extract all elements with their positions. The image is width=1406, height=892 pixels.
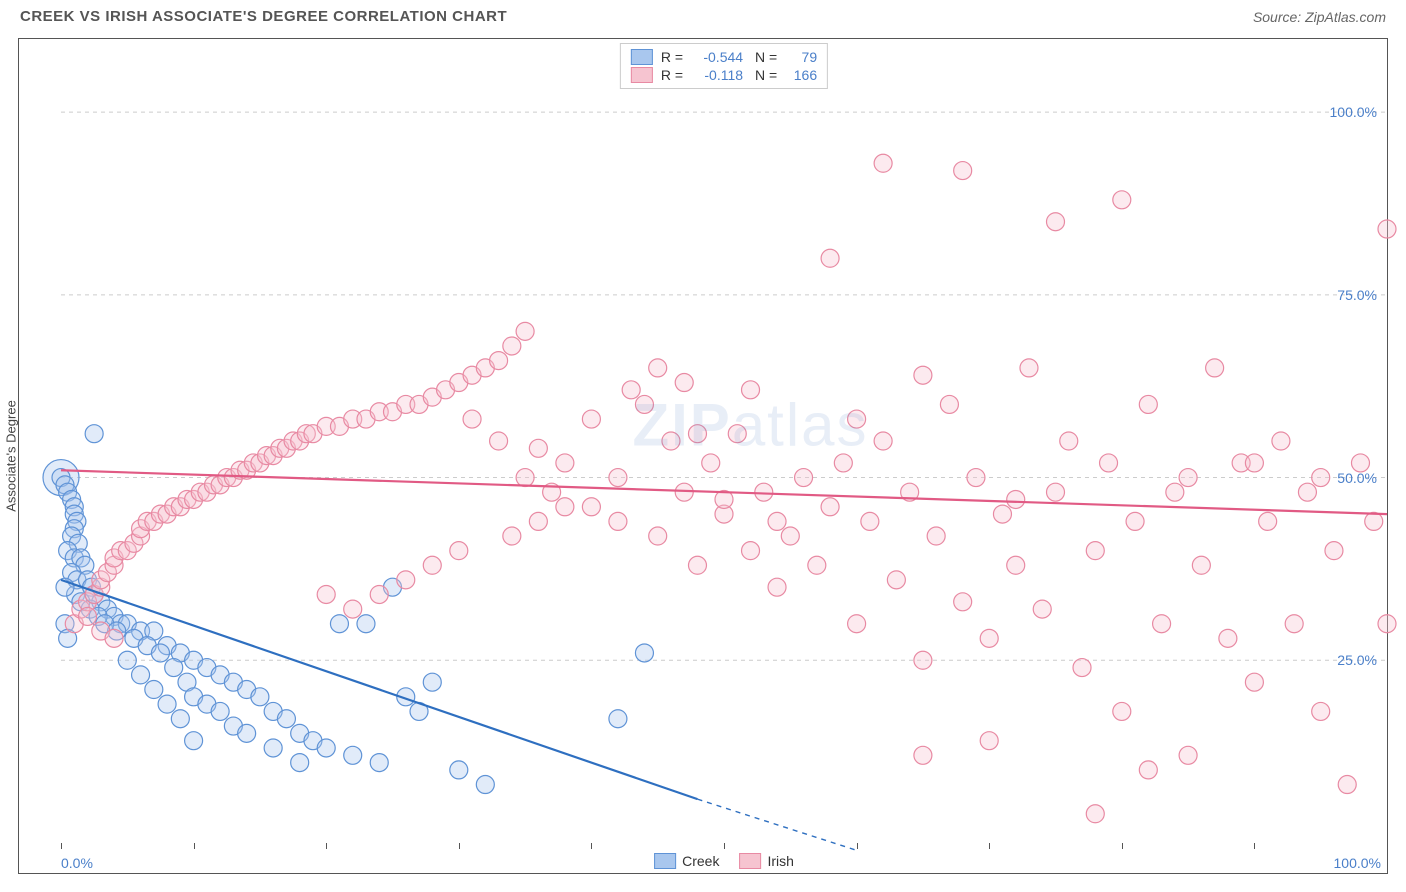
x-tick [1387, 843, 1388, 849]
x-tick [724, 843, 725, 849]
x-tick-label: 100.0% [1334, 855, 1381, 871]
legend-label-irish: Irish [767, 853, 793, 869]
source-attribution: Source: ZipAtlas.com [1253, 9, 1386, 25]
swatch-irish [631, 67, 653, 83]
correlation-legend: R = -0.544 N = 79 R = -0.118 N = 166 [620, 43, 828, 89]
legend-row-irish: R = -0.118 N = 166 [631, 66, 817, 84]
x-tick-label: 0.0% [61, 855, 93, 871]
y-tick-label: 25.0% [1337, 652, 1377, 668]
legend-row-creek: R = -0.544 N = 79 [631, 48, 817, 66]
plot-area: ZIPatlas R = -0.544 N = 79 R = -0.118 N … [61, 39, 1387, 843]
x-tick [1122, 843, 1123, 849]
x-tick [857, 843, 858, 849]
legend-item-irish: Irish [739, 853, 793, 869]
r-value-creek: -0.544 [691, 49, 743, 65]
x-tick [194, 843, 195, 849]
chart-title: CREEK VS IRISH ASSOCIATE'S DEGREE CORREL… [20, 8, 507, 25]
swatch-creek-bottom [654, 853, 676, 869]
x-tick [1254, 843, 1255, 849]
y-tick-label: 75.0% [1337, 287, 1377, 303]
x-tick [989, 843, 990, 849]
y-tick-label: 50.0% [1337, 470, 1377, 486]
legend-label-creek: Creek [682, 853, 719, 869]
series-legend: Creek Irish [654, 853, 794, 869]
n-label: N = [751, 67, 777, 83]
n-value-irish: 166 [785, 67, 817, 83]
y-axis-label: Associate's Degree [4, 400, 19, 512]
legend-item-creek: Creek [654, 853, 719, 869]
r-value-irish: -0.118 [691, 67, 743, 83]
r-label: R = [661, 49, 683, 65]
x-tick [61, 843, 62, 849]
x-tick [591, 843, 592, 849]
x-tick [459, 843, 460, 849]
chart-container: Associate's Degree ZIPatlas R = -0.544 N… [18, 38, 1388, 874]
n-label: N = [751, 49, 777, 65]
swatch-creek [631, 49, 653, 65]
n-value-creek: 79 [785, 49, 817, 65]
plot-svg [61, 39, 1387, 843]
swatch-irish-bottom [739, 853, 761, 869]
y-tick-label: 100.0% [1330, 104, 1377, 120]
x-tick [326, 843, 327, 849]
r-label: R = [661, 67, 683, 83]
